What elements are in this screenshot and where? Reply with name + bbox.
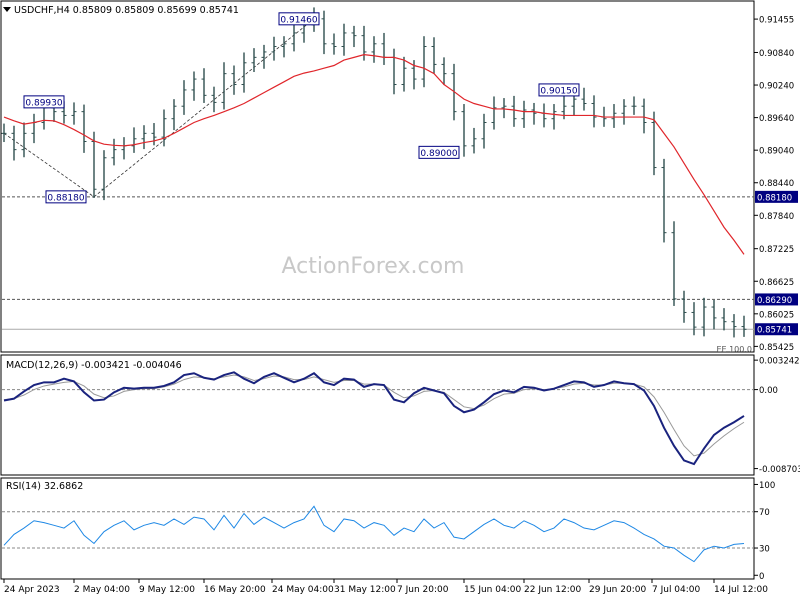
price-annotation-label: 0.90150 [540,86,577,96]
time-tick-label: 16 May 20:00 [204,585,266,595]
price-tick-label: 0.90240 [759,82,794,92]
trend-line [3,133,95,198]
rsi-tick-label: 30 [759,545,770,555]
rsi-tick-label: 70 [759,508,770,518]
watermark: ActionForex.com [282,254,465,279]
rsi-line [3,505,745,563]
price-annotation-label: 0.89000 [420,149,457,159]
price-annotation-box [278,12,320,26]
time-tick-label: 9 May 12:00 [139,585,195,595]
moving-average-line [3,54,745,255]
rsi-tick-label: 100 [759,481,775,491]
price-panel-title: USDCHF,H4 0.85809 0.85809 0.85699 0.8574… [14,5,239,16]
price-annotation-label: 0.88180 [47,193,84,203]
price-annotation-label: 0.91460 [280,15,317,25]
price-tick-label: 0.90840 [759,49,794,59]
price-tick-label: 0.86025 [759,310,794,320]
macd-y-axis: 0.003242 0.00 -0.008703 [2,357,800,475]
price-level-tag [755,323,798,336]
price-y-axis: 0.91455 0.90840 0.90240 0.89640 0.89040 0.884… [754,16,794,353]
macd-tick-label: -0.008703 [759,465,800,475]
price-tick-label: 0.86625 [759,278,794,288]
macd-panel-frame [0,354,755,476]
price-plot [1,7,747,338]
price-annotation-box [538,83,580,97]
price-level-tag-label: 0.85741 [757,326,792,336]
ee-label: EE 100.0 [716,345,752,354]
time-tick-label: 2 May 04:00 [74,585,130,595]
chart-menu-icon[interactable] [3,7,11,12]
price-tick-label: 0.87225 [759,245,794,255]
price-level-tag-label: 0.88180 [757,193,792,203]
price-levels: 0.88180 0.86290 0.85741 [2,190,798,336]
trend-line [93,18,315,198]
time-tick-label: 7 Jul 04:00 [652,585,701,595]
time-tick-label: 29 Jun 20:00 [589,585,646,595]
price-annotation-box [23,95,65,109]
rsi-y-axis: 100 70 30 0 [2,481,775,582]
price-level-tag [755,190,798,203]
time-tick-label: 24 Apr 2023 [4,585,60,595]
price-tick-label: 0.87840 [759,212,794,222]
macd-tick-label: 0.00 [759,386,778,396]
price-tick-label: 0.91455 [759,16,794,26]
price-panel-frame [0,0,755,353]
price-tick-label: 0.89040 [759,147,794,157]
macd-panel-title: MACD(12,26,9) -0.003421 -0.004046 [6,360,182,371]
time-tick-label: 24 May 04:00 [272,585,334,595]
rsi-panel-frame [0,477,755,580]
time-tick-label: 7 Jun 20:00 [397,585,449,595]
macd-main-line [3,371,745,466]
rsi-plot [3,505,745,563]
price-annotations: 0.91460 0.89930 0.88180 0.89000 0.90150 [23,12,580,204]
macd-tick-label: 0.003242 [759,357,800,367]
price-annotation-label: 0.89930 [25,98,62,108]
time-tick-label: 14 Jul 12:00 [714,585,768,595]
rsi-panel-title: RSI(14) 32.6862 [6,481,83,492]
time-tick-label: 15 Jun 04:00 [464,585,521,595]
price-tick-label: 0.85425 [759,343,794,353]
price-level-tag-label: 0.86290 [757,296,792,306]
price-level-tag [755,293,798,306]
price-annotation-box [418,145,460,159]
price-tick-label: 0.88440 [759,179,794,189]
time-tick-label: 22 Jun 12:00 [524,585,581,595]
time-x-axis: 24 Apr 2023 2 May 04:00 9 May 12:00 16 May … [3,579,768,595]
rsi-tick-label: 0 [759,572,764,582]
macd-plot [3,371,745,466]
price-annotation-box [45,190,87,204]
time-tick-label: 31 May 12:00 [334,585,396,595]
price-tick-label: 0.89640 [759,114,794,124]
